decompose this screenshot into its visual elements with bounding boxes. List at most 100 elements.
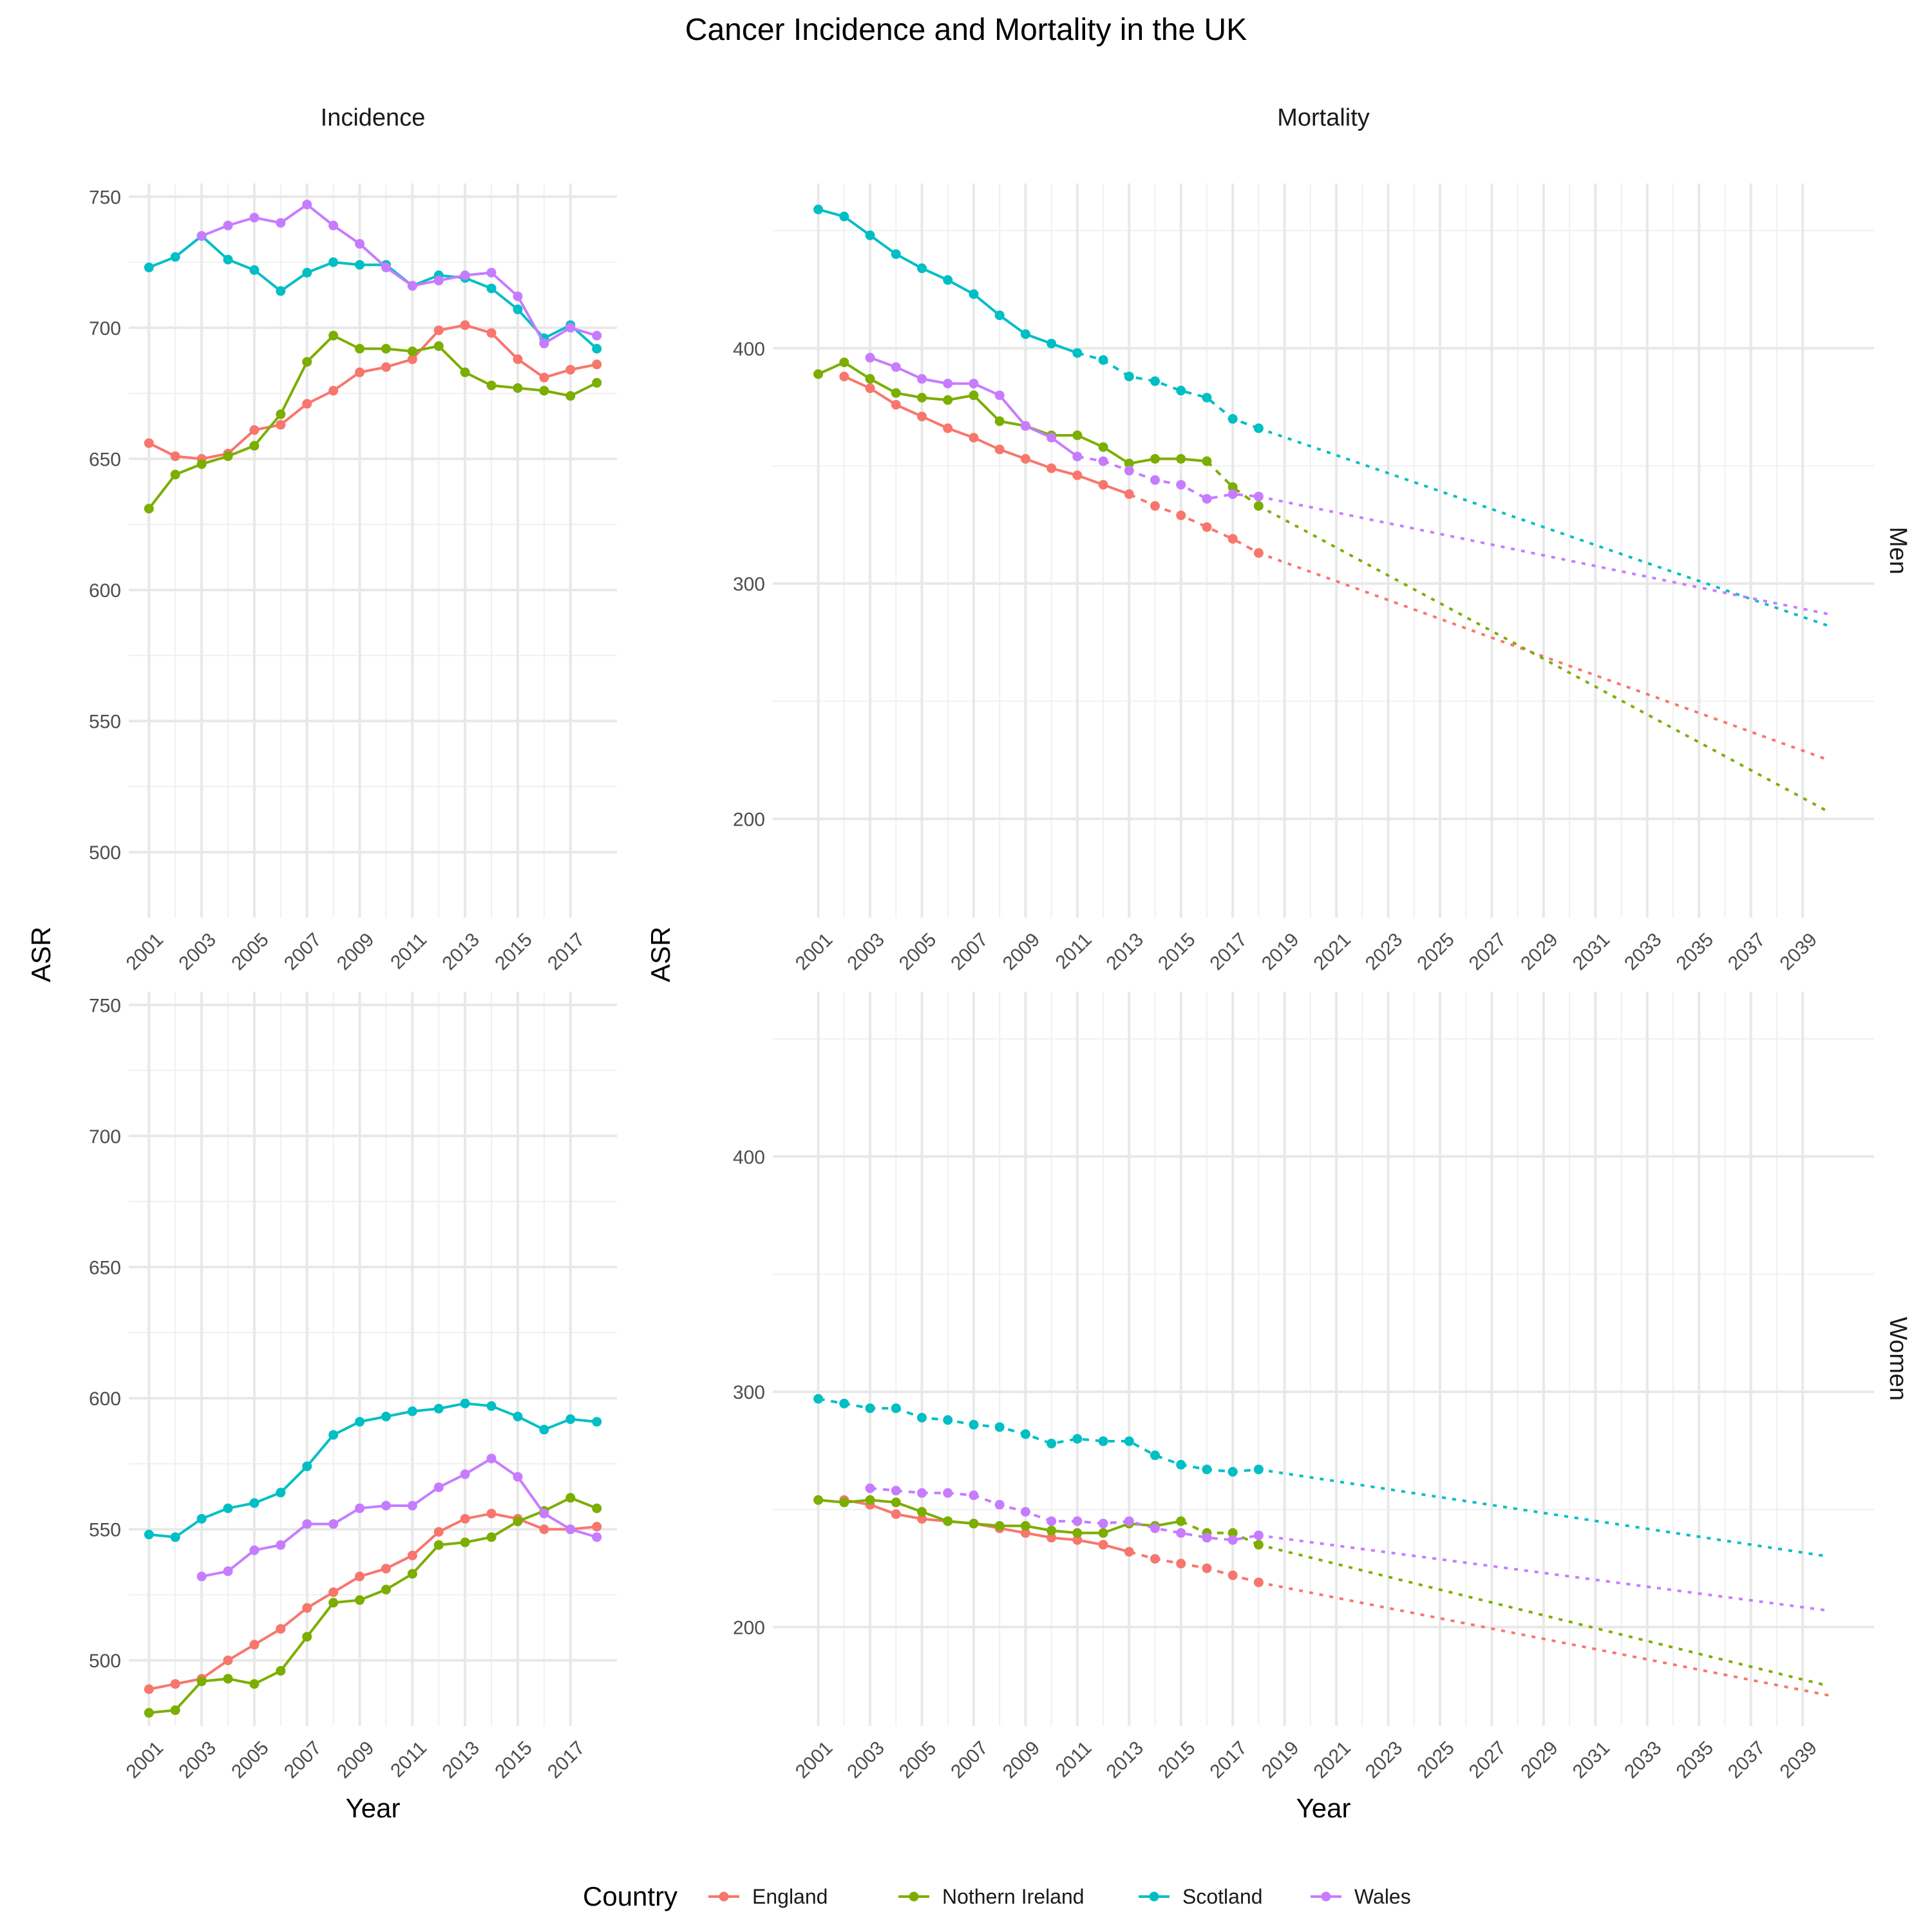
data-point	[969, 433, 979, 443]
data-point	[433, 1540, 444, 1550]
data-point	[1176, 1459, 1186, 1470]
data-point	[891, 249, 901, 260]
data-point	[196, 1513, 207, 1524]
series-nothern-ireland	[813, 357, 1830, 813]
data-point	[170, 252, 180, 262]
data-point	[144, 438, 154, 448]
data-point	[916, 1412, 927, 1423]
data-point	[1253, 1530, 1264, 1540]
data-point	[1253, 423, 1264, 433]
chart-legend: Country England Nothern Ireland Scotland Wal…	[583, 1881, 1411, 1911]
data-point	[355, 239, 365, 249]
data-point	[328, 1587, 339, 1597]
data-point	[381, 1501, 391, 1511]
data-point	[865, 1495, 875, 1505]
data-point	[1072, 1535, 1083, 1545]
data-point	[513, 304, 523, 314]
data-point	[994, 1422, 1005, 1432]
data-point	[249, 1498, 260, 1508]
data-point	[513, 291, 523, 301]
dotted-line	[1180, 1520, 1260, 1546]
legend-label: Nothern Ireland	[942, 1885, 1084, 1908]
data-point	[565, 323, 576, 333]
data-point	[1098, 456, 1108, 466]
data-point	[1124, 1547, 1134, 1557]
data-point	[565, 1414, 576, 1425]
data-point	[1202, 1533, 1212, 1543]
data-point	[839, 372, 849, 382]
data-point	[1176, 386, 1186, 396]
data-point	[513, 1412, 523, 1422]
data-point	[460, 1513, 470, 1524]
data-point	[1046, 338, 1057, 348]
data-point	[994, 416, 1005, 426]
y-axis-label-incidence: ASR	[26, 927, 56, 982]
data-point	[1098, 442, 1108, 452]
data-point	[249, 1679, 260, 1689]
y-tick-label: 750	[89, 995, 121, 1016]
data-point	[916, 1513, 927, 1524]
data-point	[994, 390, 1005, 401]
data-point	[865, 1483, 875, 1493]
data-point	[513, 1516, 523, 1526]
data-point	[1202, 522, 1212, 532]
series-nothern-ireland	[144, 1493, 602, 1718]
data-point	[943, 395, 953, 405]
data-point	[813, 1495, 824, 1505]
data-point	[1150, 475, 1160, 485]
y-tick-label: 300	[733, 1382, 765, 1403]
data-point	[407, 346, 417, 357]
data-point	[539, 1425, 549, 1435]
data-point	[355, 1503, 365, 1513]
y-tick-label: 600	[89, 580, 121, 601]
dotted-line	[1128, 1550, 1259, 1584]
data-point	[1253, 1464, 1264, 1475]
legend-entry-nothern-ireland: Nothern Ireland	[898, 1885, 1084, 1908]
projection-line	[1258, 551, 1830, 762]
data-point	[355, 344, 365, 354]
projection-line	[1258, 1534, 1829, 1612]
y-tick-label: 650	[89, 1258, 121, 1279]
data-point	[302, 1603, 312, 1613]
dotted-line	[1077, 352, 1260, 430]
data-point	[433, 276, 444, 286]
data-point	[1020, 1520, 1030, 1531]
data-point	[865, 352, 875, 363]
facet-strip-women: Women	[1884, 1317, 1911, 1401]
data-point	[1046, 1533, 1057, 1543]
data-point	[916, 412, 927, 422]
y-tick-label: 500	[89, 1651, 121, 1672]
data-point	[486, 1508, 497, 1519]
data-point	[813, 369, 824, 379]
data-point	[1253, 548, 1264, 558]
data-point	[1227, 489, 1238, 499]
data-point	[592, 1417, 602, 1427]
data-point	[276, 286, 286, 296]
data-point	[1072, 470, 1083, 480]
data-point	[328, 257, 339, 267]
chart-title: Cancer Incidence and Mortality in the UK	[685, 13, 1247, 47]
data-point	[407, 354, 417, 365]
data-point	[1227, 482, 1238, 492]
data-point	[302, 1461, 312, 1472]
data-point	[355, 1417, 365, 1427]
data-point	[302, 1519, 312, 1529]
data-point	[943, 379, 953, 389]
y-tick-label: 550	[89, 712, 121, 733]
data-point	[355, 260, 365, 270]
series-wales	[196, 200, 602, 348]
projection-line	[1258, 495, 1829, 616]
data-point	[1150, 376, 1160, 386]
data-point	[1176, 454, 1186, 464]
y-tick-label: 750	[89, 187, 121, 208]
data-point	[1046, 1526, 1057, 1536]
y-tick-label: 650	[89, 450, 121, 471]
data-point	[1020, 1429, 1030, 1439]
data-point	[276, 1488, 286, 1498]
data-point	[486, 1532, 497, 1542]
data-point	[1124, 459, 1134, 469]
data-point	[433, 1482, 444, 1492]
y-tick-label: 400	[733, 339, 765, 360]
